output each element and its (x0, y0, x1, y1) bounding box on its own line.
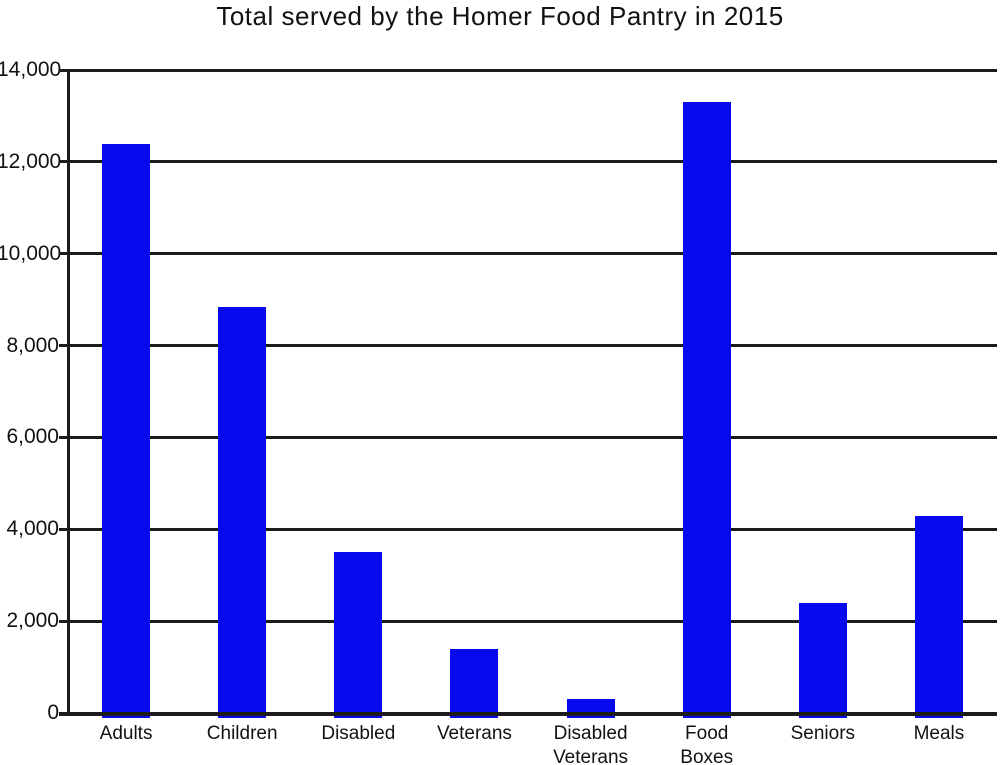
gridline (59, 252, 997, 256)
y-tick-label: 6,000 (6, 425, 59, 449)
x-tick-label-disabled: Disabled (300, 722, 416, 746)
x-tick-label-line: Food (685, 723, 729, 744)
y-tick-label: 4,000 (6, 517, 59, 541)
chart-title: Total served by the Homer Food Pantry in… (216, 1, 784, 31)
bar-children (218, 306, 267, 718)
x-tick-label-children: Children (184, 722, 300, 746)
x-tick-label-disabled-veterans: Disabled Veterans (533, 722, 649, 765)
y-tick-label: 10,000 (0, 241, 62, 265)
x-tick-label-veterans: Veterans (416, 722, 532, 746)
x-tick-label-line: Seniors (790, 723, 856, 744)
gridline (59, 160, 997, 164)
x-tick-label-line: Meals (913, 723, 965, 744)
y-tick-label: 12,000 (0, 149, 62, 173)
y-tick-label: 14,000 (0, 58, 62, 81)
x-tick-label-meals: Meals (881, 722, 997, 746)
x-tick-label-line: Veterans (436, 723, 512, 744)
bar-adults (102, 143, 151, 718)
y-tick-label: 8,000 (6, 333, 59, 357)
bar-seniors (798, 602, 847, 718)
gridline (59, 527, 997, 531)
x-tick-label-line: Adults (99, 723, 153, 744)
x-tick-label-seniors: Seniors (765, 722, 881, 746)
gridline (59, 344, 997, 348)
x-axis-line (59, 711, 997, 716)
bar-disabled (334, 552, 383, 718)
x-tick-label-food-boxes: Food Boxes (649, 722, 765, 765)
x-tick-label-line: Children (206, 723, 278, 744)
x-tick-label-line: Disabled (321, 723, 396, 744)
x-tick-label-adults: Adults (68, 722, 184, 746)
y-axis-line (67, 70, 70, 716)
x-tick-label-line: Disabled (553, 723, 628, 744)
gridline (59, 619, 997, 623)
x-tick-label-line: Boxes (680, 747, 734, 765)
bar-veterans (450, 648, 499, 718)
bar-food-boxes (682, 102, 731, 718)
gridline (59, 68, 997, 72)
bar-meals (914, 515, 963, 718)
plot-area (59, 68, 997, 718)
x-tick-label-line: Veterans (553, 747, 629, 765)
gridline (59, 435, 997, 439)
y-tick-label: 2,000 (6, 609, 59, 633)
y-tick-label: 0 (47, 701, 59, 724)
